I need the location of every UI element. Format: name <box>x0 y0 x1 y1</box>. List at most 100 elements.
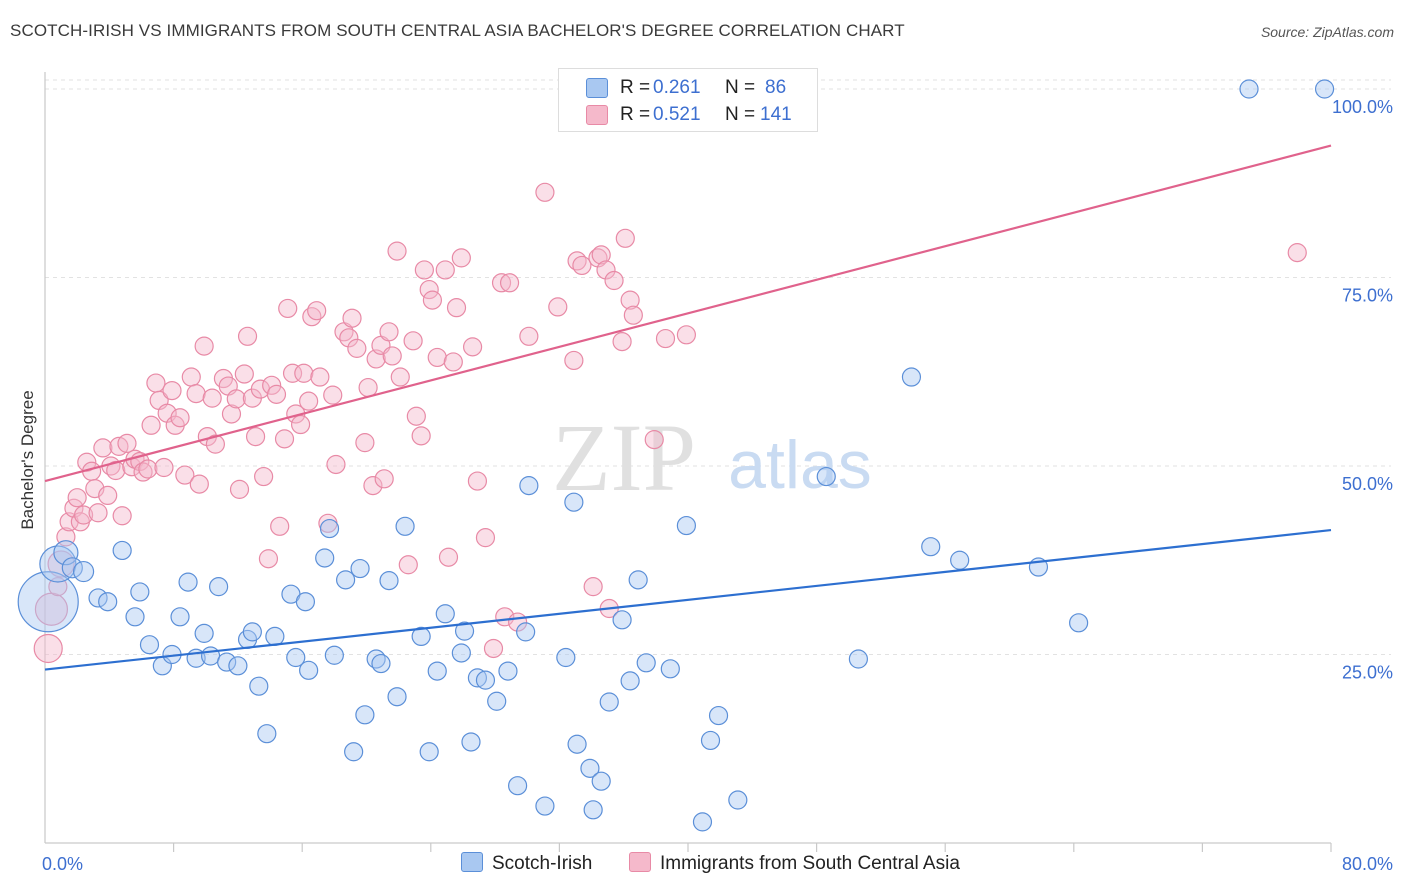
y-tick-label: 75.0% <box>1342 286 1393 306</box>
pink-point <box>270 516 290 536</box>
pink-point <box>676 325 696 345</box>
blue-point <box>395 516 415 536</box>
legend-n-value-blue: 86 <box>765 77 787 98</box>
blue-point <box>599 692 619 712</box>
pink-point <box>483 638 504 659</box>
blue-point <box>921 537 941 557</box>
stats-legend: R = 0.261 N = 86 R = 0.521 N = 141 <box>558 68 818 132</box>
blue-point <box>676 515 696 536</box>
pink-point <box>414 260 434 280</box>
blue-point <box>435 604 455 624</box>
y-tick-label: 100.0% <box>1332 97 1393 117</box>
blue-point <box>112 540 132 561</box>
pink-point <box>237 326 258 346</box>
pink-point <box>226 389 246 409</box>
legend-r-label: R = <box>620 104 651 125</box>
pink-point <box>339 328 359 348</box>
pink-point <box>644 430 664 450</box>
pink-point <box>451 248 471 268</box>
blue-point <box>708 705 729 726</box>
pink-point <box>154 457 174 478</box>
blue-point <box>286 647 306 668</box>
blue-point <box>170 607 190 627</box>
pink-legend-label: Immigrants from South Central Asia <box>660 853 960 874</box>
blue-swatch <box>586 78 608 98</box>
blue-point <box>39 545 77 583</box>
pink-point <box>620 290 640 310</box>
blue-point <box>371 653 391 674</box>
pink-point <box>358 377 378 398</box>
pink-point <box>189 474 209 494</box>
pink-point <box>564 350 584 371</box>
legend-n-value-pink: 141 <box>760 104 792 125</box>
pink-point <box>1287 243 1307 263</box>
pink-point <box>596 260 616 280</box>
pink-point <box>282 363 303 383</box>
blue-point <box>419 742 439 762</box>
pink-point <box>274 429 295 449</box>
pink-swatch <box>586 105 608 125</box>
pink-point <box>205 434 225 454</box>
legend-n-label: N = <box>725 104 756 125</box>
pink-point <box>342 308 362 328</box>
pink-point <box>194 336 214 356</box>
blue-point <box>324 645 344 665</box>
pink-point <box>427 347 447 368</box>
legend-r-label: R = <box>620 77 651 98</box>
pink-point <box>591 245 611 265</box>
pink-point <box>162 381 182 401</box>
pink-point <box>398 555 418 575</box>
blue-point <box>1069 613 1089 633</box>
blue-point <box>700 730 721 751</box>
pink-point <box>73 505 94 525</box>
blue-point <box>257 724 277 744</box>
pink-point <box>254 466 274 487</box>
source-credit: Source: ZipAtlas.com <box>1260 24 1394 40</box>
legend-r-value-blue: 0.261 <box>653 77 701 98</box>
blue-trend-line <box>44 528 1332 671</box>
legend-row-blue: R = 0.261 N = 86 <box>559 75 817 101</box>
blue-point <box>620 671 640 691</box>
blue-point <box>355 705 375 725</box>
blue-point <box>319 518 340 539</box>
pink-point <box>467 471 488 491</box>
pink-point <box>258 549 279 569</box>
blue-point <box>53 540 79 566</box>
pink-point <box>499 273 520 293</box>
axes <box>44 72 1332 852</box>
blue-point <box>728 790 748 810</box>
pink-point <box>443 352 463 372</box>
pink-point <box>229 479 250 499</box>
legend-n-label: N = <box>725 77 756 98</box>
pink-point <box>438 547 459 567</box>
blue-point <box>556 647 576 668</box>
blue-point <box>487 691 507 711</box>
blue-point <box>535 796 555 816</box>
blue-point <box>242 622 262 642</box>
pink-point <box>390 367 410 387</box>
chart-title: SCOTCH-IRISH VS IMMIGRANTS FROM SOUTH CE… <box>10 21 905 40</box>
blue-point <box>379 571 399 591</box>
pink-point <box>406 406 426 426</box>
blue-point <box>178 572 198 592</box>
pink-point <box>387 241 407 261</box>
legend-row-pink: R = 0.521 N = 141 <box>559 102 817 128</box>
pink-point <box>141 415 161 435</box>
pink-point <box>615 228 635 248</box>
blue-point <box>475 670 496 690</box>
pink-point <box>355 433 375 453</box>
pink-point <box>278 298 298 319</box>
trend-lines <box>44 144 1332 671</box>
blue-point <box>336 570 356 590</box>
blue-legend-label: Scotch-Irish <box>492 853 593 874</box>
pink-point <box>446 298 467 318</box>
blue-point <box>139 635 160 655</box>
blue-point <box>660 659 680 679</box>
blue-point <box>901 367 922 387</box>
blue-point <box>98 592 118 612</box>
pink-point <box>323 385 343 405</box>
pink-legend-swatch <box>629 852 651 872</box>
pink-point <box>491 273 512 293</box>
blue-point <box>580 758 600 778</box>
blue-point <box>498 661 518 681</box>
